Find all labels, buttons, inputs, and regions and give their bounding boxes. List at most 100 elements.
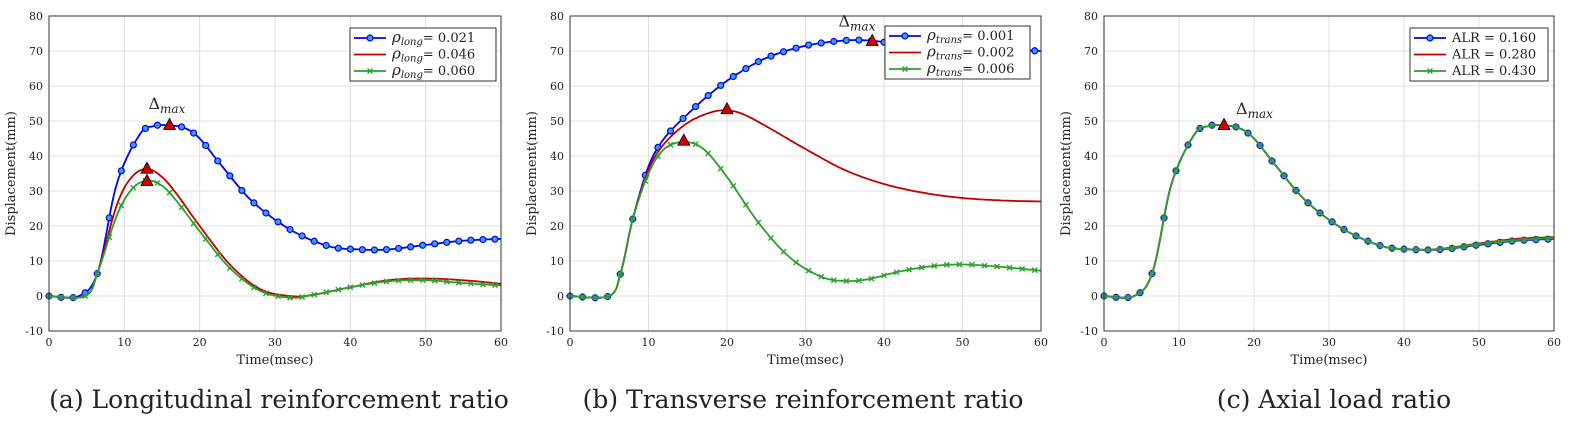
series-marker (58, 294, 65, 301)
series-marker (238, 186, 246, 195)
y-tick-label: -10 (1080, 325, 1098, 338)
series-marker (94, 270, 101, 277)
x-tick-label: 0 (46, 336, 53, 349)
series-marker (419, 241, 427, 249)
series-marker (1473, 241, 1479, 248)
series-marker (667, 141, 674, 148)
series-marker (479, 281, 486, 288)
series-line-1 (48, 124, 502, 299)
series-marker (1437, 246, 1443, 253)
series-marker (370, 246, 379, 254)
series-marker (1401, 246, 1407, 253)
chart-panel-3: 0 10 20 30 40 50 60-1001020304050607080Time(ms… (1059, 10, 1561, 414)
x-tick-label: 60 (1547, 336, 1561, 349)
series-marker (1425, 246, 1431, 253)
series-marker (1245, 130, 1251, 137)
x-tick-label: 50 (1472, 336, 1486, 349)
series-marker (1269, 157, 1275, 164)
x-tick-label: 10 (642, 336, 656, 349)
series-marker (1533, 235, 1539, 242)
series-marker (467, 280, 474, 287)
series-marker (106, 234, 113, 241)
series-marker (705, 150, 712, 157)
series-marker (455, 279, 462, 286)
y-tick-label: -10 (25, 325, 43, 338)
series-marker (1031, 47, 1039, 55)
panel-caption: (a) Longitudinal reinforcement ratio (49, 385, 509, 414)
series-marker (177, 123, 186, 131)
series-marker (443, 238, 451, 246)
series-marker (467, 236, 475, 244)
series-marker (691, 103, 700, 111)
series-marker (455, 237, 463, 245)
series-marker (311, 291, 318, 298)
peak-marker (162, 117, 177, 130)
series-marker (154, 179, 161, 186)
legend-marker (1427, 68, 1433, 74)
series-marker (868, 275, 875, 282)
series-marker (394, 244, 403, 253)
x-axis-label: Time(msec) (767, 353, 844, 368)
series-marker (817, 39, 825, 47)
series-marker (1293, 187, 1299, 194)
y-tick-label: 10 (550, 255, 564, 268)
x-tick-label: 50 (956, 336, 970, 349)
y-axis-label: Displacement(mm) (525, 111, 540, 236)
chart-panel-2: 0 10 20 30 40 50 60-1001020304050607080Time(ms… (525, 10, 1048, 414)
legend-marker (366, 34, 374, 42)
series-marker (262, 290, 269, 297)
series-marker (981, 262, 988, 269)
series-marker (742, 201, 749, 208)
series-marker (214, 157, 222, 165)
series-marker (382, 245, 391, 254)
panel-caption: (c) Axial load ratio (1217, 385, 1451, 414)
y-tick-label: 10 (29, 255, 43, 268)
series-marker (1353, 232, 1359, 239)
x-tick-label: 30 (1322, 336, 1336, 349)
y-tick-label: 60 (550, 80, 564, 93)
series-marker (407, 277, 414, 284)
x-tick-label: 50 (419, 336, 433, 349)
x-tick-label: 60 (494, 336, 508, 349)
x-tick-label: 20 (720, 336, 734, 349)
series-marker (1497, 238, 1503, 245)
series-marker (347, 284, 354, 291)
legend-marker (367, 68, 373, 74)
series-marker (153, 121, 162, 129)
series-markers-3 (1101, 122, 1551, 301)
series-marker (431, 277, 438, 284)
x-tick-label: 60 (1034, 336, 1048, 349)
x-tick-label: 40 (343, 336, 357, 349)
series-marker (287, 294, 294, 301)
series-marker (262, 209, 270, 217)
peak-marker (720, 101, 734, 115)
series-marker (407, 243, 415, 251)
delta-max-annotation: Δmax (148, 94, 185, 116)
y-tick-label: 40 (550, 150, 564, 163)
series-marker (931, 262, 938, 269)
series-marker (1377, 242, 1383, 249)
y-tick-label: -10 (546, 325, 564, 338)
series-marker (579, 294, 586, 301)
series-marker (755, 219, 762, 226)
y-tick-label: 50 (1084, 115, 1098, 128)
y-tick-label: 50 (550, 115, 564, 128)
x-axis-label: Time(msec) (237, 353, 314, 368)
series-marker (881, 272, 887, 279)
legend-label: ρlong= 0.046 (391, 45, 475, 65)
series-marker (855, 36, 863, 44)
x-tick-label: 0 (1101, 336, 1108, 349)
delta-max-annotation: Δmax (838, 12, 875, 34)
series-marker (129, 141, 137, 149)
series-marker (359, 282, 366, 289)
series-marker (1281, 172, 1287, 179)
x-tick-label: 10 (117, 336, 131, 349)
series-marker (692, 141, 699, 148)
series-marker (1173, 167, 1179, 174)
series-marker (250, 199, 258, 207)
series-marker (642, 178, 649, 184)
peak-marker (140, 173, 154, 186)
y-tick-label: 60 (29, 80, 43, 93)
